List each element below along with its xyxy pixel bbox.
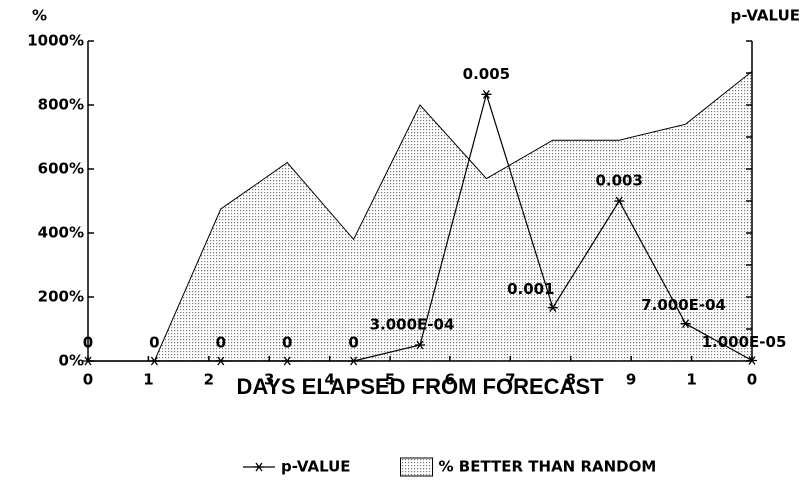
marker bbox=[215, 356, 226, 366]
data-label: 3.000E-04 bbox=[370, 316, 455, 334]
x-tick-label: 1 bbox=[686, 371, 696, 389]
x-tick-label: 0 bbox=[83, 371, 93, 389]
x-tick-label: 4 bbox=[324, 371, 334, 389]
marker bbox=[83, 356, 93, 366]
x-axis-title: DAYS ELAPSED FROM FORECAST bbox=[236, 374, 604, 399]
y-axis-label: % bbox=[32, 7, 47, 25]
y-tick-label: 0% bbox=[59, 352, 84, 370]
marker bbox=[680, 319, 691, 329]
marker bbox=[547, 303, 558, 313]
marker bbox=[415, 340, 425, 350]
x-tick-label: 7 bbox=[505, 371, 515, 389]
x-tick-label: 0 bbox=[747, 371, 757, 389]
legend-swatch bbox=[400, 457, 434, 477]
data-label: 0 bbox=[348, 334, 358, 352]
y-tick-label: 800% bbox=[38, 96, 84, 114]
y-tick-label: 200% bbox=[38, 288, 84, 306]
legend-item: % BETTER THAN RANDOM bbox=[400, 457, 657, 477]
data-label: 0 bbox=[149, 334, 159, 352]
data-label: 0.001 bbox=[507, 280, 554, 298]
legend-label: p-VALUE bbox=[281, 458, 351, 476]
legend-marker bbox=[254, 462, 264, 472]
data-label: 1.000E-05 bbox=[702, 333, 787, 351]
x-tick-label: 1 bbox=[143, 371, 153, 389]
y-tick-label: 400% bbox=[38, 224, 84, 242]
y-tick-label: 1000% bbox=[27, 32, 84, 50]
x-tick-label: 8 bbox=[566, 371, 576, 389]
x-tick-label: 5 bbox=[385, 371, 395, 389]
data-label: 0 bbox=[83, 334, 93, 352]
marker bbox=[614, 196, 625, 206]
data-label: 7.000E-04 bbox=[641, 296, 726, 314]
y-tick-label: 600% bbox=[38, 160, 84, 178]
marker bbox=[481, 89, 492, 99]
data-label: 0.003 bbox=[595, 172, 642, 190]
y2-axis-label: p-VALUE bbox=[730, 7, 800, 25]
x-tick-label: 3 bbox=[264, 371, 274, 389]
legend-label: % BETTER THAN RANDOM bbox=[439, 458, 657, 476]
marker bbox=[149, 356, 160, 366]
marker bbox=[747, 356, 757, 365]
marker bbox=[282, 356, 293, 366]
x-tick-label: 2 bbox=[204, 371, 214, 389]
data-label: 0 bbox=[216, 334, 226, 352]
data-label: 0.005 bbox=[463, 65, 510, 83]
marker bbox=[348, 356, 359, 366]
legend-item: p-VALUE bbox=[243, 458, 351, 476]
data-label: 0 bbox=[282, 334, 292, 352]
x-tick-label: 6 bbox=[445, 371, 455, 389]
x-tick-label: 9 bbox=[626, 371, 636, 389]
